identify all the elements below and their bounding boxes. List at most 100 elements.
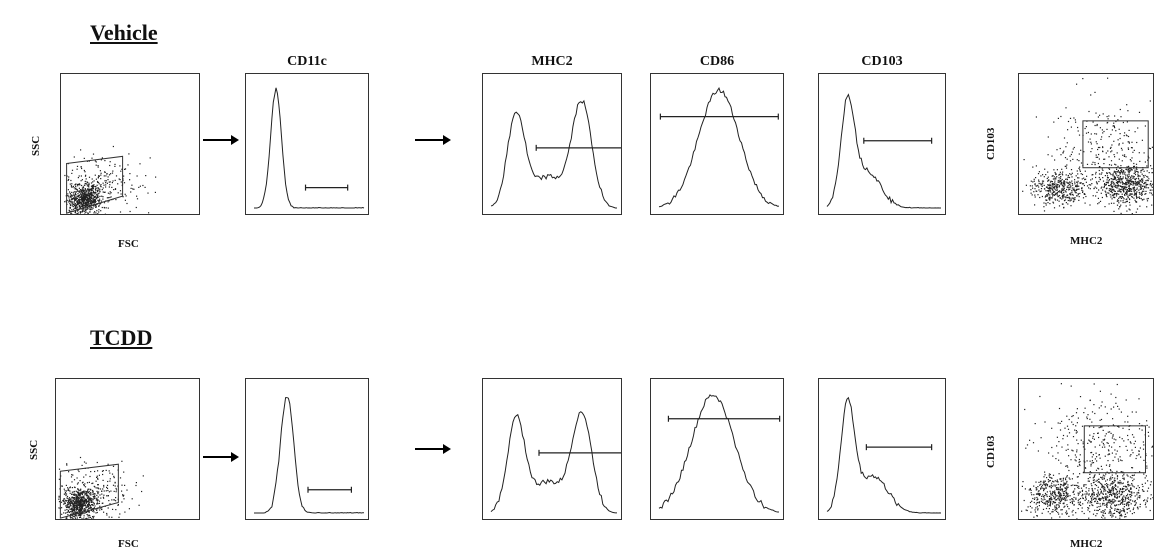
event-dot bbox=[1037, 450, 1039, 452]
event-dot bbox=[1135, 502, 1137, 504]
event-dot bbox=[1046, 494, 1048, 496]
event-dot bbox=[105, 469, 107, 471]
event-dot bbox=[1081, 187, 1083, 189]
event-dot bbox=[1127, 496, 1129, 498]
event-dot bbox=[1091, 489, 1094, 491]
event-dot bbox=[1052, 182, 1054, 185]
event-dot bbox=[1096, 494, 1099, 496]
event-dot bbox=[1116, 168, 1118, 170]
event-dot bbox=[1089, 440, 1091, 442]
vehicle-ssc-label: SSC bbox=[30, 135, 42, 156]
event-dot bbox=[97, 503, 99, 505]
event-dot bbox=[1093, 188, 1095, 190]
event-dot bbox=[1131, 213, 1133, 214]
event-dot bbox=[1118, 504, 1120, 506]
event-dot bbox=[72, 192, 74, 194]
event-dot bbox=[105, 180, 107, 182]
event-dot bbox=[1064, 487, 1066, 489]
event-dot bbox=[1121, 186, 1124, 188]
event-dot bbox=[1128, 184, 1130, 186]
event-dot bbox=[1094, 162, 1096, 164]
event-dot bbox=[1129, 209, 1131, 211]
event-dot bbox=[1128, 498, 1130, 500]
event-dot bbox=[1110, 185, 1112, 187]
event-dot bbox=[1122, 173, 1124, 175]
event-dot bbox=[1102, 146, 1104, 148]
event-dot bbox=[1119, 191, 1122, 193]
event-dot bbox=[1108, 164, 1111, 166]
event-dot bbox=[58, 498, 60, 500]
event-dot bbox=[84, 201, 86, 204]
event-dot bbox=[1112, 424, 1114, 426]
event-dot bbox=[1071, 500, 1073, 502]
event-dot bbox=[89, 500, 91, 502]
event-dot bbox=[1089, 434, 1091, 436]
event-dot bbox=[1116, 171, 1118, 173]
event-dot bbox=[1125, 516, 1127, 518]
event-dot bbox=[100, 178, 102, 180]
event-dot bbox=[71, 491, 73, 493]
event-dot bbox=[1114, 496, 1116, 499]
event-dot bbox=[112, 170, 114, 172]
event-dot bbox=[1059, 179, 1061, 181]
event-dot bbox=[1063, 194, 1065, 196]
event-dot bbox=[1058, 505, 1060, 507]
event-dot bbox=[1127, 135, 1130, 138]
event-dot bbox=[87, 184, 90, 186]
event-dot bbox=[1048, 185, 1050, 187]
event-dot bbox=[1086, 175, 1088, 177]
event-dot bbox=[1036, 515, 1038, 517]
event-dot bbox=[1089, 500, 1092, 503]
event-dot bbox=[1076, 159, 1078, 161]
event-dot bbox=[77, 503, 79, 505]
event-dot bbox=[1114, 190, 1116, 192]
event-dot bbox=[1055, 504, 1057, 506]
event-dot bbox=[72, 505, 74, 507]
event-dot bbox=[1121, 179, 1123, 181]
event-dot bbox=[1046, 177, 1048, 180]
event-dot bbox=[1061, 195, 1063, 197]
event-dot bbox=[1140, 456, 1142, 458]
event-dot bbox=[1115, 179, 1117, 181]
event-dot bbox=[1082, 191, 1084, 193]
event-dot bbox=[1122, 200, 1124, 202]
event-dot bbox=[148, 212, 150, 214]
event-dot bbox=[1065, 510, 1068, 512]
event-dot bbox=[85, 203, 87, 206]
event-dot bbox=[1120, 172, 1122, 174]
event-dot bbox=[1066, 476, 1068, 478]
event-dot bbox=[1136, 182, 1138, 184]
event-dot bbox=[1057, 511, 1059, 514]
event-dot bbox=[83, 169, 85, 172]
event-dot bbox=[70, 500, 72, 502]
event-dot bbox=[68, 201, 70, 203]
event-dot bbox=[1037, 490, 1039, 492]
event-dot bbox=[1062, 484, 1064, 487]
event-dot bbox=[1110, 483, 1112, 485]
event-dot bbox=[89, 507, 91, 510]
event-dot bbox=[1114, 477, 1116, 479]
event-dot bbox=[132, 188, 134, 190]
event-dot bbox=[92, 517, 95, 519]
event-dot bbox=[94, 191, 96, 194]
event-dot bbox=[1096, 123, 1098, 126]
event-dot bbox=[1125, 486, 1127, 488]
event-dot bbox=[1144, 193, 1146, 195]
event-dot bbox=[1129, 484, 1131, 486]
event-dot bbox=[1138, 185, 1140, 187]
event-dot bbox=[1043, 495, 1046, 497]
event-dot bbox=[123, 498, 125, 500]
event-dot bbox=[1123, 135, 1125, 137]
event-dot bbox=[1124, 201, 1126, 204]
event-dot bbox=[1048, 180, 1050, 182]
event-dot bbox=[88, 498, 90, 500]
event-dot bbox=[84, 494, 86, 496]
event-dot bbox=[1136, 498, 1138, 500]
event-dot bbox=[85, 518, 87, 519]
event-dot bbox=[81, 194, 83, 196]
event-dot bbox=[1071, 421, 1073, 423]
event-dot bbox=[1132, 184, 1134, 186]
event-dot bbox=[1118, 208, 1120, 210]
event-dot bbox=[1058, 407, 1061, 410]
event-dot bbox=[94, 486, 96, 488]
